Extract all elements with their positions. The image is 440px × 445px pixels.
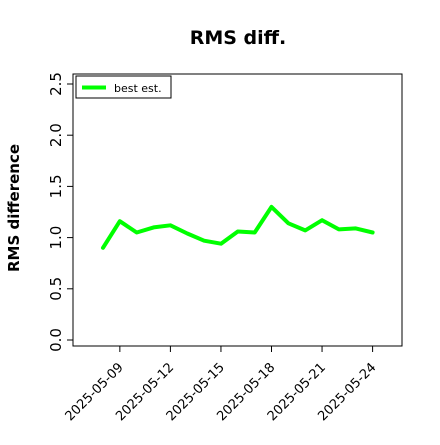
y-axis-label: RMS difference: [5, 144, 23, 272]
y-tick-label: 0.5: [47, 277, 65, 301]
y-tick-label: 2.5: [47, 72, 65, 96]
y-axis: 0.0 0.5 1.0 1.5 2.0 2.5: [47, 72, 73, 352]
y-tick-label: 0.0: [47, 328, 65, 352]
series-line-0: [103, 207, 373, 248]
y-tick-label: 2.0: [47, 123, 65, 147]
plot-frame: [73, 74, 402, 346]
chart-title: RMS diff.: [190, 27, 287, 49]
x-axis: 2025-05-092025-05-122025-05-152025-05-18…: [63, 346, 380, 424]
y-tick-label: 1.5: [47, 174, 65, 198]
y-tick-label: 1.0: [47, 226, 65, 250]
legend: best est.: [76, 76, 171, 98]
series-layer: [103, 207, 373, 248]
legend-label-best-est: best est.: [114, 82, 162, 95]
